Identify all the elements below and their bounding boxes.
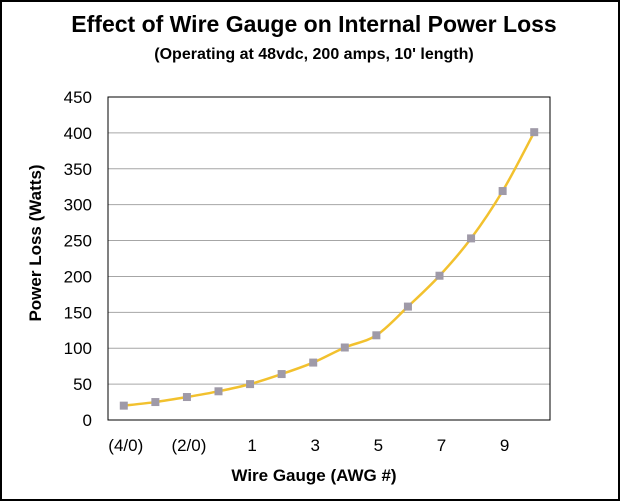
data-point-4/0 xyxy=(119,401,128,410)
data-point-1/0 xyxy=(214,387,223,396)
x-tick-label: (2/0) xyxy=(171,436,206,455)
y-tick-label: 100 xyxy=(64,339,92,358)
grid-lines xyxy=(108,96,550,385)
data-point-2/0 xyxy=(182,393,191,402)
data-point-3/0 xyxy=(151,398,160,407)
y-tick-label: 0 xyxy=(83,411,92,430)
plot-area-border xyxy=(107,96,551,421)
data-point-5 xyxy=(372,331,381,340)
x-axis-title: Wire Gauge (AWG #) xyxy=(231,466,396,485)
x-tick-label: 9 xyxy=(500,436,509,455)
y-tick-label: 350 xyxy=(64,160,92,179)
data-point-7 xyxy=(435,271,444,280)
x-tick-label: 7 xyxy=(437,436,446,455)
y-tick-label: 400 xyxy=(64,124,92,143)
x-tick-labels: (4/0) (2/0) 1 3 5 7 9 xyxy=(108,436,509,455)
y-tick-label: 150 xyxy=(64,303,92,322)
data-point-1 xyxy=(246,380,255,389)
x-tick-label: 5 xyxy=(374,436,383,455)
x-tick-label: 1 xyxy=(247,436,256,455)
x-tick-label: 3 xyxy=(310,436,319,455)
data-point-10 xyxy=(530,128,539,137)
y-tick-label: 300 xyxy=(64,196,92,215)
chart-title: Effect of Wire Gauge on Internal Power L… xyxy=(71,11,556,37)
x-tick-label: (4/0) xyxy=(108,436,143,455)
data-point-2 xyxy=(277,370,286,379)
chart-subtitle: (Operating at 48vdc, 200 amps, 10' lengt… xyxy=(154,46,473,63)
data-point-9 xyxy=(498,187,507,196)
y-axis-title: Power Loss (Watts) xyxy=(26,164,45,321)
series-line xyxy=(123,131,536,407)
y-tick-labels: 0 50 100 150 200 250 300 350 400 450 xyxy=(64,88,92,430)
y-tick-label: 200 xyxy=(64,267,92,286)
y-tick-label: 250 xyxy=(64,232,92,251)
y-tick-label: 50 xyxy=(73,375,92,394)
y-tick-label: 450 xyxy=(64,88,92,107)
data-point-8 xyxy=(467,234,476,243)
data-markers xyxy=(119,128,539,410)
data-point-6 xyxy=(403,302,412,311)
data-point-3 xyxy=(309,358,318,367)
data-point-4 xyxy=(340,343,349,352)
